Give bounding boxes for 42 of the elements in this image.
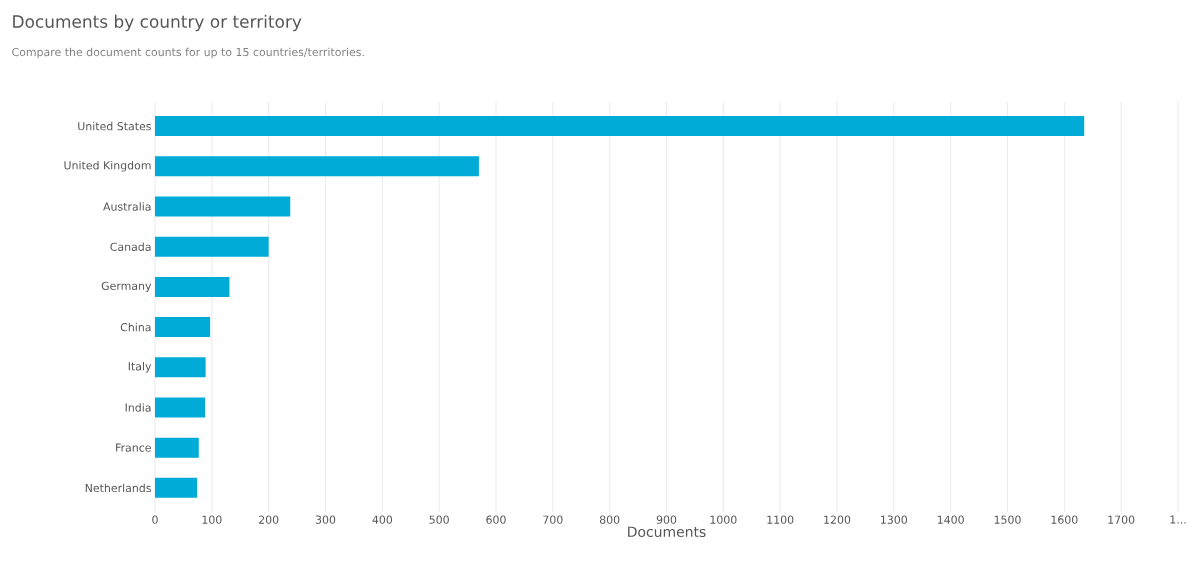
x-axis-title: Documents — [628, 526, 706, 538]
x-tick-label: 900 — [656, 515, 677, 524]
x-tick-label: 1400 — [937, 515, 964, 524]
x-tick-label: 100 — [202, 515, 222, 524]
x-tick-label: 400 — [372, 515, 393, 524]
x-tick-label: 1000 — [710, 515, 737, 524]
x-tick-label: 1700 — [1108, 515, 1135, 524]
x-tick-label: 300 — [315, 515, 336, 524]
y-tick-label: United States — [78, 121, 151, 131]
x-tick-label: 1600 — [1051, 515, 1078, 524]
y-tick-label: Netherlands — [85, 483, 151, 493]
bar — [155, 397, 206, 418]
y-tick-label: China — [120, 322, 151, 332]
bar — [155, 276, 230, 297]
bar — [155, 156, 479, 177]
x-tick-label: 600 — [486, 515, 506, 524]
y-tick-label: India — [125, 403, 151, 412]
y-tick-label: France — [116, 443, 151, 452]
x-tick-label: 1200 — [824, 515, 851, 524]
x-tick-label: 1100 — [767, 515, 794, 524]
y-tick-label: Australia — [103, 202, 151, 211]
y-tick-label: Italy — [128, 361, 152, 373]
bar — [155, 116, 1085, 137]
chart-subtitle: Compare the document counts for up to 15 countries/territories. — [12, 47, 364, 59]
bar — [155, 357, 206, 378]
bar — [155, 317, 211, 338]
y-tick-label: Germany — [101, 281, 152, 293]
x-tick-label: 800 — [599, 515, 620, 524]
bar — [155, 196, 291, 217]
x-tick-label: 700 — [543, 515, 563, 524]
x-tick-label: 0 — [152, 515, 158, 524]
x-tick-label: 1300 — [881, 515, 908, 524]
bar — [155, 236, 269, 257]
x-tick-label: 200 — [259, 515, 279, 524]
bar — [155, 477, 198, 498]
y-tick-label: United Kingdom — [64, 160, 151, 172]
chart-title: Documents by country or territory — [13, 14, 302, 32]
x-tick-label: 1500 — [994, 515, 1021, 524]
bar — [155, 437, 199, 458]
x-tick-label: 1... — [1170, 515, 1186, 524]
y-tick-label: Canada — [110, 242, 151, 251]
x-tick-label: 500 — [429, 515, 449, 524]
